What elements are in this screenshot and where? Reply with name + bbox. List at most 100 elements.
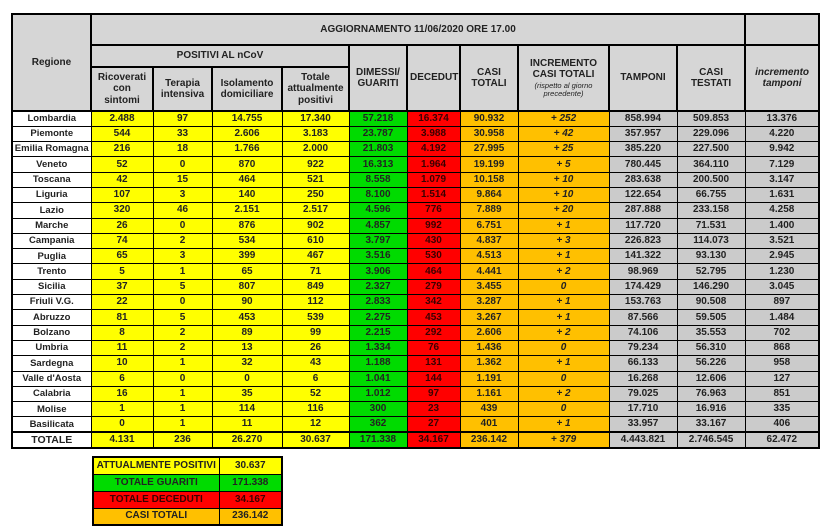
cell-terapia-intensiva: 1	[152, 263, 213, 280]
cell-isolamento: 26.270	[211, 431, 283, 449]
cell-ricoverati: 26	[90, 217, 154, 234]
cell-casi-testati: 93.130	[676, 248, 746, 265]
cell-deceduti: 453	[406, 309, 461, 326]
cell-incremento-tamponi: 335	[744, 401, 820, 418]
cell-terapia-intensiva: 2	[152, 324, 213, 341]
cell-incremento-tamponi: 127	[744, 370, 820, 387]
cell-terapia-intensiva: 1	[152, 416, 213, 433]
cell-casi-testati: 114.073	[676, 232, 746, 250]
region-name: Campania	[11, 232, 92, 250]
header-empty-cell	[744, 13, 821, 46]
cell-incremento-tamponi: 9.942	[744, 141, 820, 158]
cell-casi-testati: 71.531	[676, 217, 746, 234]
cell-totale-positivi: 99	[281, 324, 350, 341]
cell-casi-testati: 52.795	[676, 263, 746, 280]
cell-ricoverati: 11	[90, 339, 154, 357]
summary-value: 171.338	[218, 473, 283, 492]
cell-ricoverati: 52	[90, 156, 154, 173]
cell-terapia-intensiva: 1	[152, 385, 213, 403]
cell-dimessi-guariti: 1.012	[348, 385, 408, 403]
region-name: Calabria	[11, 385, 92, 403]
cell-casi-testati: 59.505	[676, 309, 746, 326]
cell-casi-totali: 3.287	[459, 294, 519, 311]
cell-ricoverati: 1	[90, 401, 154, 418]
cell-deceduti: 23	[406, 401, 461, 418]
cell-deceduti: 97	[406, 385, 461, 403]
cell-deceduti: 279	[406, 278, 461, 296]
cell-dimessi-guariti: 3.516	[348, 248, 408, 265]
cell-ricoverati: 42	[90, 171, 154, 188]
region-name: Friuli V.G.	[11, 294, 92, 311]
cell-isolamento: 0	[211, 370, 283, 387]
cell-casi-totali: 401	[459, 416, 519, 433]
cell-tamponi: 174.429	[608, 278, 678, 296]
report-title: AGGIORNAMENTO 11/06/2020 ORE 17.00	[89, 13, 747, 46]
cell-incremento-casi: + 1	[517, 294, 610, 311]
cell-totale-positivi: 2.000	[281, 141, 350, 158]
cell-terapia-intensiva: 3	[152, 186, 213, 204]
region-name: Valle d'Aosta	[11, 370, 92, 387]
cell-deceduti: 776	[406, 202, 461, 219]
table-row: Sicilia 37 5 807 849 2.327 279 3.455 0 174.429 146…	[11, 278, 820, 296]
cell-isolamento: 32	[211, 355, 283, 372]
cell-deceduti: 144	[406, 370, 461, 387]
cell-terapia-intensiva: 0	[152, 156, 213, 173]
cell-casi-testati: 229.096	[676, 125, 746, 143]
cell-dimessi-guariti: 362	[348, 416, 408, 433]
cell-deceduti: 3.988	[406, 125, 461, 143]
cell-casi-testati: 2.746.545	[676, 431, 746, 449]
cell-deceduti: 131	[406, 355, 461, 372]
cell-tamponi: 117.720	[608, 217, 678, 234]
cell-casi-testati: 76.963	[676, 385, 746, 403]
summary-row: CASI TOTALI 236.142	[92, 507, 283, 526]
cell-tamponi: 141.322	[608, 248, 678, 265]
region-name: Molise	[11, 401, 92, 418]
cell-incremento-tamponi: 2.945	[744, 248, 820, 265]
cell-casi-totali: 4.441	[459, 263, 519, 280]
cell-casi-testati: 364.110	[676, 156, 746, 173]
cell-tamponi: 287.888	[608, 202, 678, 219]
cell-ricoverati: 74	[90, 232, 154, 250]
cell-incremento-casi: + 5	[517, 156, 610, 173]
cell-ricoverati: 216	[90, 141, 154, 158]
cell-casi-totali: 1.362	[459, 355, 519, 372]
summary-row: TOTALE DECEDUTI 34.167	[92, 490, 283, 509]
cell-tamponi: 858.994	[608, 109, 678, 127]
cell-terapia-intensiva: 236	[152, 431, 213, 449]
cell-ricoverati: 4.131	[90, 431, 154, 449]
cell-deceduti: 342	[406, 294, 461, 311]
cell-deceduti: 16.374	[406, 109, 461, 127]
cell-incremento-casi: 0	[517, 370, 610, 387]
region-name: Emilia Romagna	[11, 141, 92, 158]
cell-ricoverati: 16	[90, 385, 154, 403]
cell-tamponi: 153.763	[608, 294, 678, 311]
cell-tamponi: 780.445	[608, 156, 678, 173]
cell-casi-totali: 1.191	[459, 370, 519, 387]
cell-totale-positivi: 922	[281, 156, 350, 173]
cell-incremento-tamponi: 4.258	[744, 202, 820, 219]
cell-dimessi-guariti: 57.218	[348, 109, 408, 127]
cell-dimessi-guariti: 4.857	[348, 217, 408, 234]
cell-casi-totali: 30.958	[459, 125, 519, 143]
col-header-terapia-intensiva: Terapia intensiva	[152, 66, 213, 112]
cell-incremento-casi: + 1	[517, 416, 610, 433]
cell-incremento-casi: + 42	[517, 125, 610, 143]
cell-isolamento: 876	[211, 217, 283, 234]
cell-tamponi: 122.654	[608, 186, 678, 204]
table-row: Liguria 107 3 140 250 8.100 1.514 9.864 + 10 122.…	[11, 186, 820, 204]
cell-isolamento: 114	[211, 401, 283, 418]
cell-dimessi-guariti: 2.833	[348, 294, 408, 311]
cell-deceduti: 4.192	[406, 141, 461, 158]
cell-totale-positivi: 112	[281, 294, 350, 311]
cell-tamponi: 66.133	[608, 355, 678, 372]
cell-terapia-intensiva: 0	[152, 294, 213, 311]
cell-incremento-tamponi: 3.045	[744, 278, 820, 296]
region-name: Puglia	[11, 248, 92, 265]
cell-isolamento: 14.755	[211, 109, 283, 127]
cell-isolamento: 140	[211, 186, 283, 204]
cell-deceduti: 76	[406, 339, 461, 357]
cell-incremento-tamponi: 3.147	[744, 171, 820, 188]
region-name: Sardegna	[11, 355, 92, 372]
cell-incremento-tamponi: 958	[744, 355, 820, 372]
cell-totale-positivi: 849	[281, 278, 350, 296]
